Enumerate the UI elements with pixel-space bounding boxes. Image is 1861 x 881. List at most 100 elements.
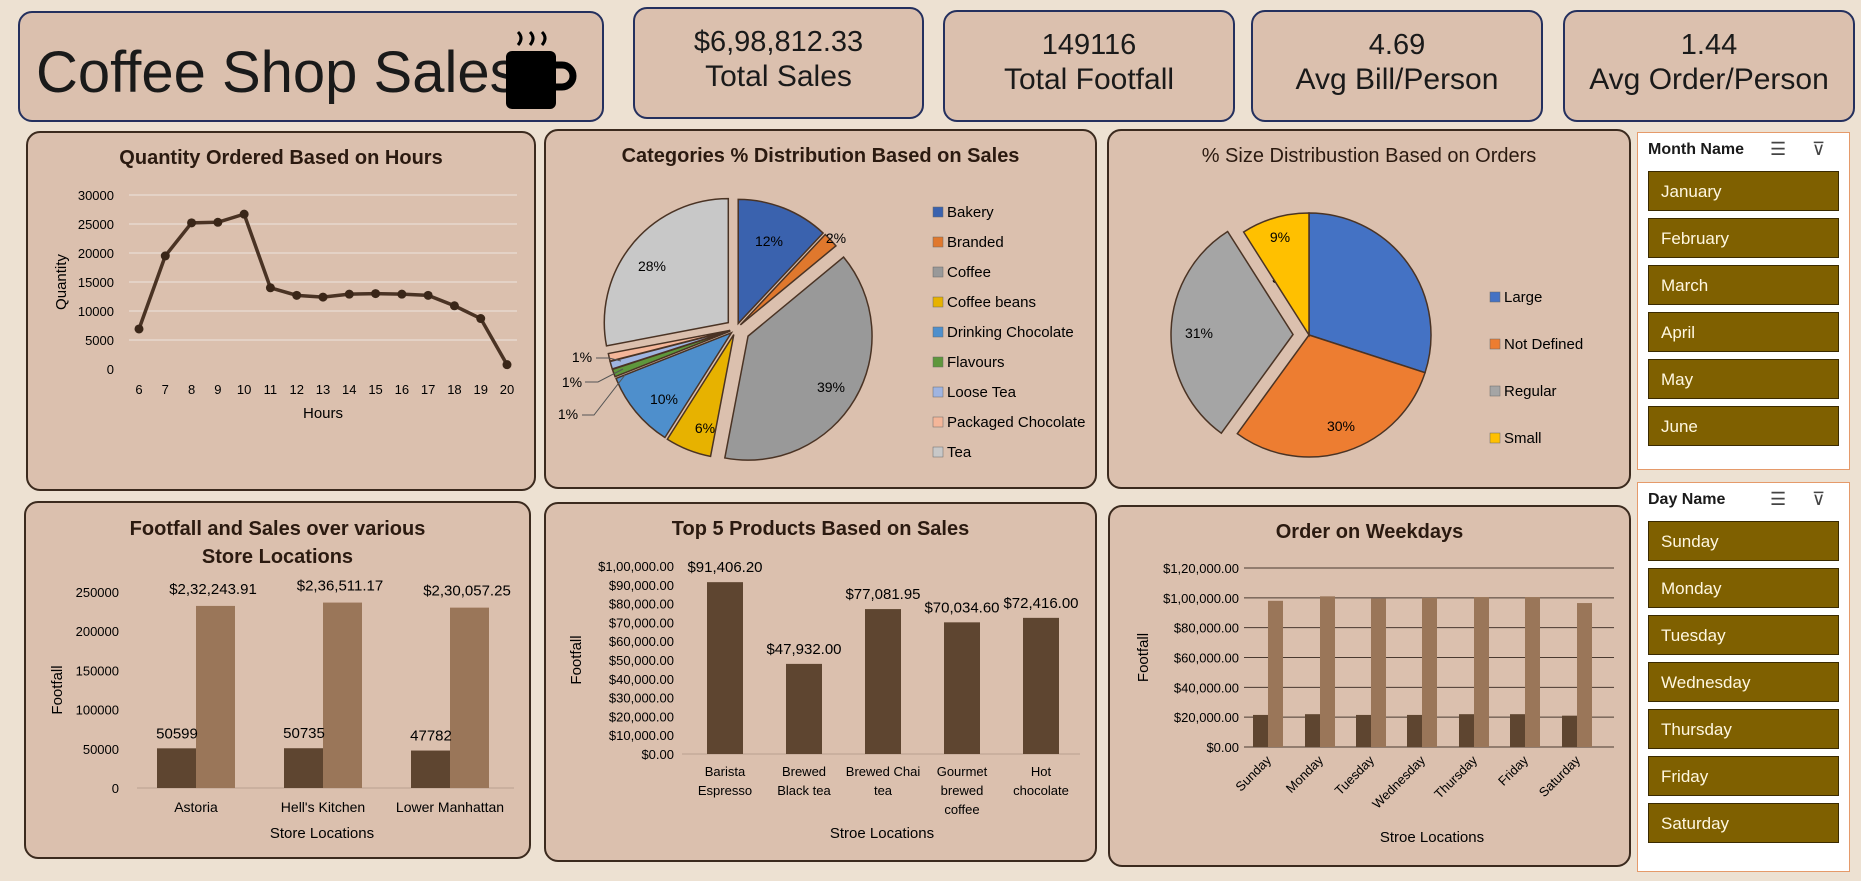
slicer-title: Month Name	[1648, 141, 1744, 158]
legend-label: Flavours	[947, 354, 1005, 371]
chart-panel-hours: Quantity Ordered Based on Hours 0 5000 100…	[26, 131, 536, 491]
slicer-item-saturday[interactable]: Saturday	[1648, 803, 1839, 843]
data-label: $77,081.95	[845, 586, 920, 603]
legend-label: Regular	[1504, 383, 1557, 400]
kpi-avg-order: 1.44 Avg Order/Person	[1563, 10, 1855, 122]
x-tick-label: 7	[162, 382, 169, 397]
slicer-item-wednesday[interactable]: Wednesday	[1648, 662, 1839, 702]
chart-panel-size: % Size Distribustion Based on Orders 30%…	[1107, 129, 1631, 489]
y-tick-label: $20,000.00	[609, 709, 674, 724]
legend-label: Tea	[947, 444, 972, 461]
legend-label: Packaged Chocolate	[947, 414, 1085, 431]
pie-slice	[666, 334, 735, 458]
chart-title: Footfall and Sales over various Store Lo…	[129, 518, 426, 568]
multi-select-icon[interactable]: ☰	[1770, 489, 1787, 509]
x-axis-label: Stroe Locations	[1380, 829, 1484, 846]
bar	[284, 748, 323, 788]
bar	[1356, 714, 1371, 747]
data-label: $2,30,057.25	[423, 583, 511, 600]
data-label: 47782	[410, 728, 452, 745]
data-label: $2,36,511.17	[297, 578, 383, 595]
y-tick-label: $1,00,000.00	[598, 559, 674, 574]
y-tick-label: 50000	[83, 742, 119, 757]
y-tick-label: $60,000.00	[609, 634, 674, 649]
clear-filter-icon[interactable]: ⊽	[1812, 139, 1826, 159]
x-axis-label: Hours	[303, 405, 343, 422]
pie-data-label: 30%	[1327, 418, 1355, 434]
data-point	[476, 314, 486, 324]
slicer-items: January February March April May June	[1648, 171, 1839, 453]
y-tick-label: $40,000.00	[1174, 680, 1239, 695]
data-label: 50599	[156, 725, 198, 742]
slicer-item-february[interactable]: February	[1648, 218, 1839, 258]
pie-data-label: 1%	[558, 406, 578, 422]
x-tick-label: 18	[447, 382, 461, 397]
data-point	[423, 290, 433, 300]
slicer-item-april[interactable]: April	[1648, 312, 1839, 352]
data-point	[344, 289, 354, 299]
y-tick-label: 0	[107, 362, 114, 377]
x-tick-label: 6	[135, 382, 142, 397]
chart-panel-categories: Categories % Distribution Based on Sales…	[544, 129, 1097, 489]
y-tick-label: $50,000.00	[609, 653, 674, 668]
bar	[1562, 715, 1577, 747]
pie-data-label: 31%	[1185, 325, 1213, 341]
slicer-item-january[interactable]: January	[1648, 171, 1839, 211]
legend-swatch	[932, 386, 944, 398]
chart-title: Order on Weekdays	[1275, 521, 1464, 543]
legend-swatch	[1489, 432, 1501, 444]
y-tick-label: 5000	[85, 333, 114, 348]
kpi-total-sales: $6,98,812.33 Total Sales	[633, 7, 924, 119]
pie-data-label: 39%	[817, 379, 845, 395]
slicer-item-may[interactable]: May	[1648, 359, 1839, 399]
x-tick-label: Barista	[705, 764, 746, 779]
legend-label: Not Defined	[1504, 336, 1583, 353]
slicer-item-thursday[interactable]: Thursday	[1648, 709, 1839, 749]
bar	[1253, 714, 1268, 747]
y-tick-label: 30000	[78, 188, 114, 203]
x-tick-label: tea	[874, 783, 893, 798]
clear-filter-icon[interactable]: ⊽	[1812, 489, 1826, 509]
slicer-item-march[interactable]: March	[1648, 265, 1839, 305]
y-tick-label: 100000	[76, 703, 119, 718]
legend-swatch	[1489, 338, 1501, 350]
x-tick-label: coffee	[944, 802, 979, 817]
data-label: $47,932.00	[766, 641, 841, 658]
legend-swatch	[932, 326, 944, 338]
slicer-item-monday[interactable]: Monday	[1648, 568, 1839, 608]
x-tick-label: Wednesday	[1369, 752, 1428, 811]
slicer-item-june[interactable]: June	[1648, 406, 1839, 446]
y-axis-label: Footfall	[49, 665, 66, 714]
bar	[411, 750, 450, 788]
x-tick-label: Astoria	[174, 799, 218, 815]
x-tick-label: Thursday	[1431, 752, 1480, 801]
kpi-label: Total Sales	[705, 60, 852, 93]
y-tick-label: 150000	[76, 663, 119, 678]
x-tick-label: Black tea	[777, 783, 831, 798]
data-point	[502, 360, 512, 370]
chart-panel-products: Top 5 Products Based on Sales $0.00 $10,0…	[544, 502, 1097, 862]
month-slicer: Month Name ☰ ⊽ January February March Ap…	[1637, 132, 1850, 470]
slicer-item-tuesday[interactable]: Tuesday	[1648, 615, 1839, 655]
x-tick-label: 12	[289, 382, 303, 397]
x-tick-label: 17	[421, 382, 435, 397]
pie-slice	[723, 256, 873, 461]
multi-select-icon[interactable]: ☰	[1770, 139, 1787, 159]
y-tick-label: $80,000.00	[1174, 621, 1239, 636]
pie-slice	[739, 233, 837, 326]
data-point	[371, 289, 381, 299]
y-tick-label: $40,000.00	[609, 672, 674, 687]
data-point	[397, 289, 407, 299]
slicer-item-friday[interactable]: Friday	[1648, 756, 1839, 796]
slicer-item-sunday[interactable]: Sunday	[1648, 521, 1839, 561]
data-label: $72,416.00	[1003, 595, 1078, 612]
data-label: $91,406.20	[687, 559, 762, 576]
legend-swatch	[932, 296, 944, 308]
y-tick-label: $1,20,000.00	[1163, 561, 1239, 576]
data-point	[134, 324, 144, 334]
pie-slice	[1242, 212, 1310, 338]
x-tick-label: Espresso	[698, 783, 752, 798]
coffee-cup-icon	[506, 30, 577, 109]
dashboard-title-card: Coffee Shop Sales	[18, 11, 604, 122]
